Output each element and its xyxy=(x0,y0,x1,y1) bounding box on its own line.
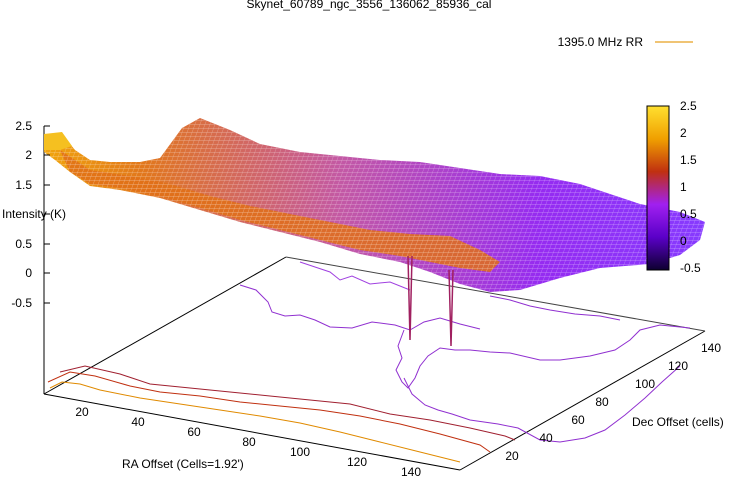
y-tick-label: 60 xyxy=(571,413,585,427)
z-tick-label: 0 xyxy=(25,266,32,280)
x-tick-label: 40 xyxy=(131,415,145,429)
spike-1 xyxy=(407,255,413,341)
legend-label: 1395.0 MHz RR xyxy=(558,35,644,49)
contour-purple-4 xyxy=(299,261,411,291)
y-tick-label: 140 xyxy=(701,341,721,355)
colorbar-tick-label: 1 xyxy=(680,180,687,194)
z-tick-label: 2 xyxy=(25,148,32,162)
y-tick-label: 100 xyxy=(635,377,655,391)
colorbar-tick-label: 2.5 xyxy=(680,99,697,113)
contour-orange xyxy=(49,381,461,463)
floor-left-edge xyxy=(43,256,287,395)
contour-purple-3 xyxy=(403,365,681,443)
x-tick-label: 20 xyxy=(75,405,89,419)
colorbar-tick-label: 2 xyxy=(680,126,687,140)
y-tick-label: 20 xyxy=(505,449,519,463)
surface-peak-yellow xyxy=(44,132,72,150)
z-axis: 2.5 2 1.5 1 0.5 0 -0.5 Intensity (K) xyxy=(2,119,66,310)
z-tick-label: -0.5 xyxy=(11,296,32,310)
colorbar-gradient xyxy=(646,105,670,271)
z-tick-label: 0.5 xyxy=(15,237,32,251)
colorbar-tick-label: -0.5 xyxy=(680,261,701,275)
contour-red xyxy=(47,371,491,453)
legend: 1395.0 MHz RR xyxy=(558,35,693,49)
spike-2 xyxy=(448,269,454,347)
colorbar-tick-label: 1.5 xyxy=(680,153,697,167)
surface-mesh-overlay xyxy=(44,118,705,292)
y-axis-label: Dec Offset (cells) xyxy=(632,415,724,429)
x-axis: 20 40 60 80 100 120 140 RA Offset (Cells… xyxy=(75,405,421,478)
y-tick-label: 80 xyxy=(595,395,609,409)
floor-front-edge xyxy=(43,393,461,471)
x-tick-label: 140 xyxy=(401,465,421,478)
x-tick-label: 120 xyxy=(347,455,367,469)
colorbar-tick-label: 0.5 xyxy=(680,207,697,221)
floor xyxy=(43,126,706,471)
floor-back-edge xyxy=(285,256,706,332)
surface-front-ridge-mesh xyxy=(60,150,500,272)
colorbar: 2.5 2 1.5 1 0.5 0 -0.5 xyxy=(646,99,701,275)
colorbar-tick-label: 0 xyxy=(680,234,687,248)
contour-darkred xyxy=(59,365,516,441)
x-tick-label: 60 xyxy=(187,425,201,439)
surface xyxy=(44,118,705,347)
y-tick-label: 120 xyxy=(668,359,688,373)
contour-purple-5 xyxy=(489,295,621,321)
y-tick-label: 40 xyxy=(539,431,553,445)
x-tick-label: 100 xyxy=(290,445,310,459)
z-tick-label: 2.5 xyxy=(15,119,32,133)
contour-purple-2 xyxy=(395,324,691,389)
contour-purple-1 xyxy=(239,284,481,331)
z-tick-label: 1.5 xyxy=(15,178,32,192)
z-axis-label: Intensity (K) xyxy=(2,207,66,221)
x-axis-label: RA Offset (Cells=1.92') xyxy=(122,457,244,471)
x-tick-label: 80 xyxy=(242,435,256,449)
floor-right-edge xyxy=(459,330,706,471)
y-axis: 20 40 60 80 100 120 140 Dec Offset (cell… xyxy=(505,341,723,463)
chart-title: Skynet_60789_ngc_3556_136062_85936_cal xyxy=(247,0,492,11)
contour-lines xyxy=(47,261,691,463)
